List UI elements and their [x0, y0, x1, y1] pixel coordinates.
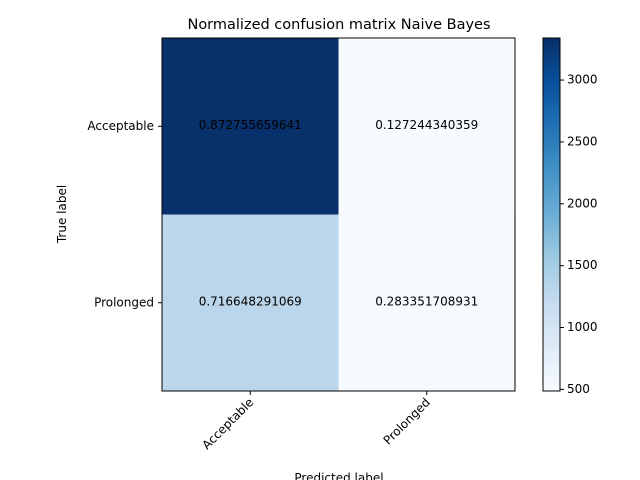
- x-axis-label: Predicted label: [294, 471, 383, 480]
- cell-value-label: 0.716648291069: [199, 294, 302, 308]
- colorbar-tick-label: 1000: [567, 320, 598, 334]
- heatmap-cell-r1-c1: [338, 214, 516, 392]
- y-tick-label: Prolonged: [94, 295, 154, 309]
- x-tick-label: Prolonged: [381, 395, 433, 447]
- colorbar-tick-label: 2000: [567, 196, 598, 210]
- cell-value-label: 0.872755659641: [199, 118, 302, 132]
- x-tick-label: Acceptable: [199, 395, 256, 452]
- colorbar-tick-label: 3000: [567, 73, 598, 87]
- heatmap-cells: [162, 38, 516, 392]
- cell-value-label: 0.283351708931: [375, 294, 478, 308]
- heatmap-cell-r0-c1: [338, 38, 516, 215]
- y-axis-ticks: Acceptable Prolonged: [87, 119, 162, 309]
- plot-frame: [161, 37, 516, 392]
- y-tick-label: Acceptable: [87, 119, 154, 133]
- y-axis-label: True label: [55, 185, 69, 244]
- colorbar: [542, 37, 561, 392]
- heatmap-cell-r0-c0: [162, 38, 339, 215]
- colorbar-tick-label: 500: [567, 382, 590, 396]
- colorbar-ticks: 500 1000 1500 2000 2500 3000: [560, 73, 598, 396]
- colorbar-tick-label: 2500: [567, 134, 598, 148]
- cell-value-label: 0.127244340359: [375, 118, 478, 132]
- x-axis-ticks: Acceptable Prolonged: [199, 391, 433, 452]
- chart-title: Normalized confusion matrix Naive Bayes: [187, 17, 490, 33]
- heatmap-cell-labels: 0.872755659641 0.127244340359 0.7166482910…: [199, 118, 479, 309]
- colorbar-tick-label: 1500: [567, 258, 598, 272]
- heatmap-cell-r1-c0: [162, 214, 339, 392]
